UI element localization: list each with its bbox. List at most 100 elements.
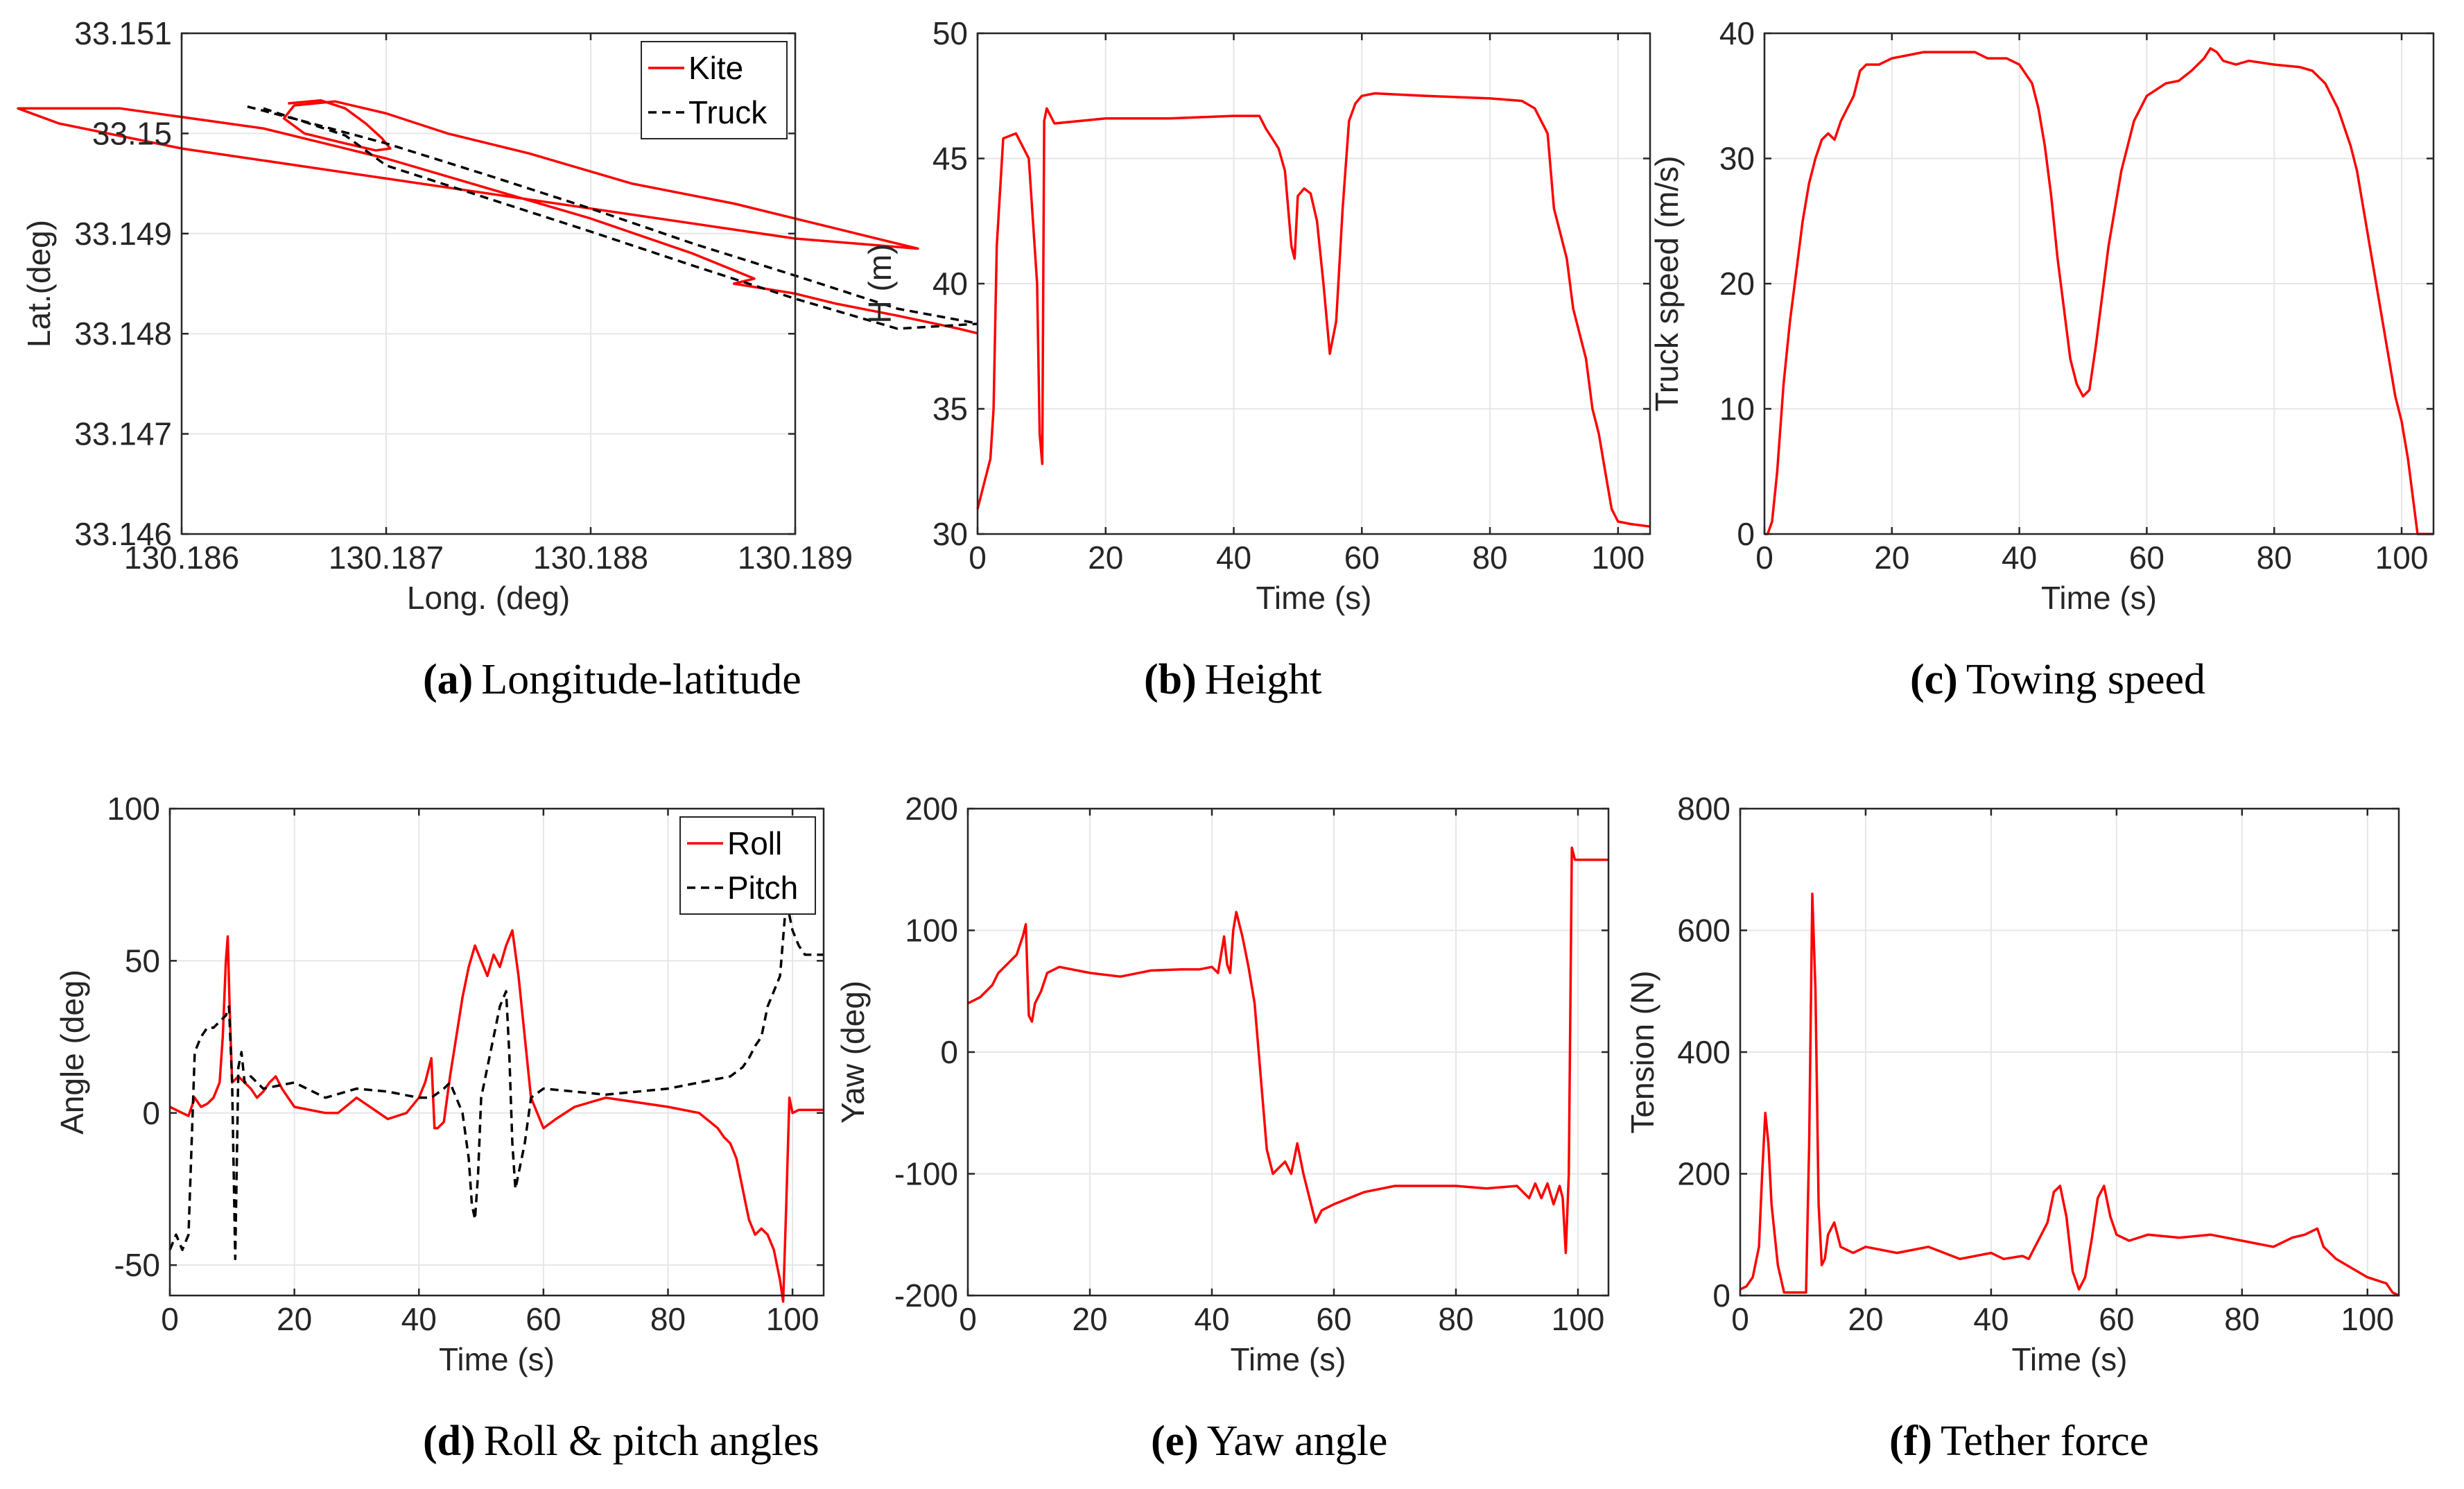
x-axis-title: Time (s) [1231,1341,1346,1377]
y-tick-label: 33.15 [92,115,172,151]
x-tick-label: 100 [1591,540,1645,576]
panel-caption: (e) Yaw angle [1151,1418,1387,1465]
x-tick-label: 80 [2257,540,2292,576]
y-tick-label: 40 [1719,15,1755,51]
legend: Kite Truck [641,41,788,139]
x-tick-label: 60 [1316,1301,1351,1337]
x-tick-label: 20 [1874,540,1909,576]
y-tick-label: 30 [932,516,968,552]
caption-letter: (e) [1151,1418,1199,1465]
x-tick-label: 100 [1552,1301,1605,1337]
caption-letter: (b) [1144,656,1197,703]
y-tick-label: 33.148 [74,316,172,352]
y-axis-title: H (m) [862,244,898,324]
x-tick-label: 0 [1731,1301,1749,1337]
legend-box [679,816,816,915]
chart-panel-f: 0 20 40 60 80 100 0 200 400 600 800 Time (s) Tension… [1624,791,2400,1465]
x-tick-label: 100 [2341,1301,2394,1337]
legend: Roll Pitch [679,816,816,915]
series-line-kite [17,98,980,335]
chart-panel-e: 0 20 40 60 80 100 -200 -100 0 100 200 Time (s) Yaw (… [835,791,1610,1465]
legend-box [641,41,788,139]
y-tick-label: 35 [932,391,968,427]
chart-panel-a: 130.186 130.187 130.188 130.189 33.146 33.147… [17,15,981,703]
panel-caption: (d) Roll & pitch angles [423,1418,819,1465]
y-tick-label: 50 [932,15,968,51]
caption-text: Towing speed [1966,656,2205,703]
series-line-tension [1739,893,2400,1297]
x-axis-title: Time (s) [439,1341,555,1377]
x-tick-label: 80 [1438,1301,1473,1337]
x-axis-title: Time (s) [2012,1341,2128,1377]
caption-text: Roll & pitch angles [484,1418,819,1465]
x-tick-label: 60 [1344,540,1380,576]
y-tick-label: 0 [1737,516,1755,552]
y-tick-label: -100 [894,1156,958,1192]
x-tick-label: 20 [1072,1301,1107,1337]
x-tick-label: 0 [161,1301,179,1337]
y-tick-label: 200 [1677,1156,1730,1192]
y-tick-label: 0 [940,1034,958,1070]
caption-letter: (c) [1910,656,1958,703]
legend-label: Truck [688,94,767,130]
series-line-pitch [168,898,824,1261]
x-tick-label: 20 [1088,540,1123,576]
x-tick-label: 80 [650,1301,686,1337]
x-tick-label: 0 [959,1301,977,1337]
x-tick-label: 40 [2002,540,2037,576]
y-tick-label: 33.147 [74,416,172,452]
chart-panel-b: 0 20 40 60 80 100 30 35 40 45 50 Time (s) H (m) (b) He… [862,15,1651,703]
legend-label: Kite [688,50,743,86]
series-line-h [976,92,1651,528]
caption-text: Height [1205,656,1322,703]
legend-label: Pitch [727,870,798,906]
y-tick-label: 600 [1677,913,1730,949]
x-tick-label: 20 [277,1301,312,1337]
x-tick-label: 40 [401,1301,437,1337]
y-tick-label: 20 [1719,266,1755,302]
x-tick-label: 100 [2375,540,2429,576]
panel-caption: (a) Longitude-latitude [423,656,801,703]
panel-caption: (f) Tether force [1889,1418,2149,1465]
caption-letter: (f) [1889,1418,1932,1465]
x-tick-label: 80 [2224,1301,2259,1337]
series-line-roll [169,929,824,1303]
y-tick-label: 0 [1712,1277,1730,1314]
y-tick-label: 200 [905,791,958,827]
caption-text: Yaw angle [1207,1418,1388,1465]
y-tick-label: 10 [1719,391,1755,427]
series-line-yaw [967,846,1608,1255]
x-tick-label: 80 [1472,540,1507,576]
x-tick-label: 130.189 [738,540,853,576]
y-axis-title: Lat.(deg) [21,220,57,347]
caption-letter: (d) [423,1418,476,1465]
series-line-truck-speed [1764,46,2433,535]
panel-caption: (c) Towing speed [1910,656,2205,703]
x-tick-label: 40 [1194,1301,1229,1337]
x-tick-label: 40 [1973,1301,2008,1337]
y-tick-label: 45 [932,141,968,177]
x-tick-label: 100 [766,1301,819,1337]
caption-text: Longitude-latitude [481,656,801,703]
x-tick-label: 60 [2129,540,2164,576]
y-tick-label: 50 [125,943,160,979]
y-axis-title: Yaw (deg) [835,981,871,1124]
y-tick-label: 33.146 [74,516,172,552]
x-tick-label: 0 [969,540,987,576]
x-axis-title: Time (s) [1256,580,1372,616]
y-tick-label: 100 [107,791,160,827]
axes-box [180,32,797,535]
axes-box [168,807,825,1297]
x-tick-label: 130.187 [329,540,444,576]
y-tick-label: -50 [114,1247,160,1283]
y-axis-title: Angle (deg) [54,970,90,1135]
x-tick-label: 20 [1848,1301,1883,1337]
y-tick-label: 30 [1719,141,1755,177]
caption-text: Tether force [1941,1418,2149,1465]
y-tick-label: 33.151 [74,15,172,51]
y-tick-label: 0 [142,1095,160,1131]
x-axis-title: Time (s) [2041,580,2157,616]
